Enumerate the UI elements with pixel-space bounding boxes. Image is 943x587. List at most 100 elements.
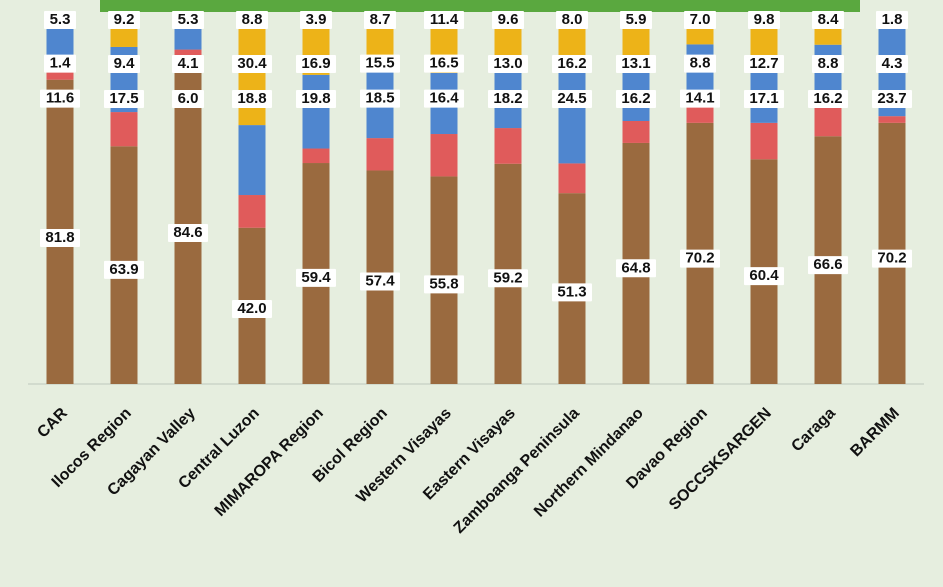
bar-segment-central-luzon-2 [239, 125, 266, 195]
value-label-text: 66.6 [813, 256, 842, 273]
value-label-text: 14.1 [685, 90, 714, 107]
value-label-car-3: 1.4 [44, 55, 76, 73]
value-label-cagayan-valley-3: 4.1 [172, 55, 204, 73]
value-label-northern-mindanao-3: 13.1 [616, 55, 656, 73]
value-label-barmm-3: 4.3 [876, 55, 908, 73]
value-label-text: 17.5 [109, 90, 138, 107]
value-label-ilocos-region-1: 9.2 [108, 11, 140, 29]
value-label-central-luzon-0: 42.0 [232, 300, 272, 318]
value-label-soccsksargen-0: 60.4 [744, 267, 784, 285]
value-label-text: 60.4 [749, 267, 779, 284]
value-label-text: 16.2 [621, 90, 650, 107]
value-label-bicol-region-0: 57.4 [360, 272, 400, 290]
value-label-text: 8.8 [818, 55, 839, 72]
category-label-zamboanga-peninsula: Zamboanga Peninsula [451, 405, 583, 537]
value-label-text: 70.2 [877, 250, 906, 267]
value-label-barmm-2: 23.7 [872, 90, 912, 108]
value-label-text: 3.9 [306, 11, 327, 28]
value-label-text: 8.8 [690, 55, 711, 72]
value-label-eastern-visayas-0: 59.2 [488, 269, 528, 287]
value-label-mimaropa-region-1: 3.9 [300, 11, 332, 29]
value-label-text: 6.0 [178, 90, 199, 107]
value-label-ilocos-region-2: 17.5 [104, 90, 144, 108]
bar-segment-caraga-1 [815, 105, 842, 136]
value-label-text: 84.6 [173, 224, 202, 241]
bar-segment-mimaropa-region-2 [303, 75, 330, 149]
value-label-text: 59.4 [301, 269, 331, 286]
value-label-text: 9.8 [754, 11, 775, 28]
value-label-eastern-visayas-2: 18.2 [488, 90, 528, 108]
value-label-text: 24.5 [557, 90, 586, 107]
value-label-caraga-2: 16.2 [808, 90, 848, 108]
value-labels-layer: 81.8 11.6 1.4 5.3 63.9 17.5 9.4 9.2 84.6 6.0 4.1 5.… [40, 11, 912, 318]
category-label-northern-mindanao: Northern Mindanao [531, 405, 647, 521]
value-label-zamboanga-peninsula-2: 24.5 [552, 90, 592, 108]
category-label-barmm: BARMM [847, 405, 902, 460]
value-label-caraga-1: 8.4 [812, 11, 844, 29]
category-labels-layer: CARIlocos RegionCagayan ValleyCentral Lu… [34, 404, 903, 536]
value-label-text: 63.9 [109, 261, 138, 278]
category-label-mimaropa-region: MIMAROPA Region [212, 405, 327, 520]
value-label-text: 1.8 [882, 11, 903, 28]
value-label-soccsksargen-2: 17.1 [744, 90, 784, 108]
value-label-text: 4.1 [178, 55, 199, 72]
bar-segment-soccsksargen-1 [751, 123, 778, 159]
value-label-text: 42.0 [237, 300, 266, 317]
value-label-western-visayas-0: 55.8 [424, 275, 464, 293]
bar-segment-zamboanga-peninsula-1 [559, 163, 586, 193]
value-label-text: 7.0 [690, 11, 711, 28]
value-label-davao-region-2: 14.1 [680, 90, 720, 108]
value-label-text: 59.2 [493, 269, 522, 286]
value-label-central-luzon-2: 18.8 [232, 90, 272, 108]
value-label-northern-mindanao-1: 5.9 [620, 11, 652, 29]
top-band [100, 0, 860, 12]
bar-segment-western-visayas-1 [431, 134, 458, 176]
value-label-western-visayas-3: 16.5 [424, 55, 464, 73]
value-label-ilocos-region-0: 63.9 [104, 261, 144, 279]
value-label-text: 8.0 [562, 11, 583, 28]
value-label-text: 17.1 [749, 90, 778, 107]
value-label-davao-region-0: 70.2 [680, 250, 720, 268]
value-label-text: 8.4 [818, 11, 840, 28]
value-label-text: 15.5 [365, 55, 394, 72]
value-label-text: 30.4 [237, 55, 267, 72]
bar-segment-eastern-visayas-1 [495, 128, 522, 164]
value-label-text: 16.4 [429, 90, 459, 107]
value-label-text: 70.2 [685, 250, 714, 267]
value-label-text: 11.6 [46, 90, 74, 107]
value-label-text: 11.4 [430, 11, 459, 28]
value-label-text: 5.3 [178, 11, 199, 28]
value-label-western-visayas-1: 11.4 [424, 11, 464, 29]
value-label-text: 9.4 [114, 55, 136, 72]
value-label-text: 13.1 [621, 55, 650, 72]
value-label-western-visayas-2: 16.4 [424, 90, 464, 108]
value-label-text: 5.9 [626, 11, 647, 28]
value-label-soccsksargen-3: 12.7 [744, 55, 784, 73]
value-label-text: 9.2 [114, 11, 135, 28]
value-label-bicol-region-3: 15.5 [360, 55, 400, 73]
value-label-cagayan-valley-1: 5.3 [172, 11, 204, 29]
bar-segment-ilocos-region-1 [111, 112, 138, 146]
bar-segment-bicol-region-1 [367, 138, 394, 170]
value-label-text: 16.5 [429, 55, 458, 72]
value-label-zamboanga-peninsula-3: 16.2 [552, 55, 592, 73]
bar-segment-zamboanga-peninsula-2 [559, 72, 586, 163]
value-label-text: 81.8 [45, 229, 74, 246]
value-label-eastern-visayas-1: 9.6 [492, 11, 524, 29]
value-label-barmm-1: 1.8 [876, 11, 908, 29]
value-label-ilocos-region-3: 9.4 [108, 55, 140, 73]
value-label-davao-region-3: 8.8 [684, 55, 716, 73]
value-label-text: 8.8 [242, 11, 263, 28]
value-label-text: 51.3 [557, 283, 586, 300]
value-label-text: 9.6 [498, 11, 519, 28]
value-label-text: 13.0 [493, 55, 522, 72]
value-label-text: 55.8 [429, 275, 458, 292]
value-label-bicol-region-2: 18.5 [360, 90, 400, 108]
value-label-zamboanga-peninsula-1: 8.0 [556, 11, 588, 29]
value-label-davao-region-1: 7.0 [684, 11, 716, 29]
bar-segment-cagayan-valley-2 [175, 27, 202, 49]
value-label-text: 57.4 [365, 272, 395, 289]
value-label-car-2: 11.6 [40, 90, 80, 108]
bar-segment-northern-mindanao-1 [623, 121, 650, 143]
